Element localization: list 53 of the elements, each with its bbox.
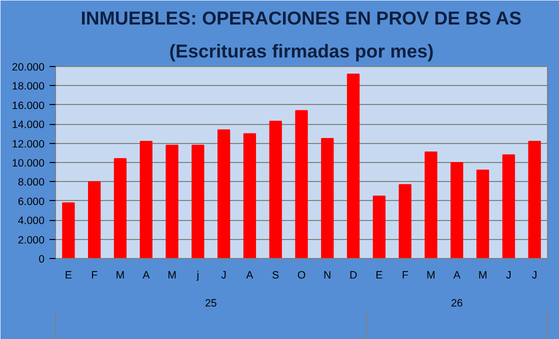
x-tick-label: A (246, 270, 254, 282)
x-tick-label: E (376, 270, 383, 282)
x-tick-label: O (297, 270, 306, 282)
x-tick-label: J (532, 270, 538, 282)
y-tick-label: 12.000 (12, 138, 45, 150)
x-tick-label: M (478, 270, 488, 282)
bar (192, 144, 204, 258)
x-tick-label: S (272, 270, 280, 282)
text: 25 (204, 298, 217, 310)
bar (528, 140, 541, 258)
x-tick-label: A (142, 270, 151, 282)
x-tick-label: M (168, 270, 176, 282)
bar (295, 110, 308, 258)
x-tick-label: F (91, 270, 98, 282)
x-tick-label: E (64, 270, 72, 282)
bar (476, 170, 490, 258)
y-tick-label: 14.000 (12, 119, 45, 132)
chart-subtitle: (Escrituras firmadas por mes) (169, 40, 434, 62)
y-tick-label: 8.000 (18, 176, 45, 189)
bar (269, 120, 282, 258)
x-tick-label: A (453, 270, 462, 282)
bar (62, 202, 75, 258)
y-tick-label: 6.000 (18, 196, 45, 208)
bar (346, 74, 360, 258)
bar (398, 184, 412, 258)
bar (217, 129, 230, 258)
bar (372, 196, 386, 258)
x-tick-label: J (221, 270, 226, 282)
y-tick-label: 4.000 (18, 215, 45, 228)
x-tick-label: J (506, 270, 512, 282)
bar (424, 151, 438, 258)
y-tick-label: 20.000 (12, 62, 45, 74)
bar (450, 162, 464, 258)
x-tick-label: M (426, 270, 436, 282)
text: 26 (450, 298, 463, 310)
bar (140, 140, 152, 258)
bar (114, 158, 127, 258)
chart-title: INMUEBLES: OPERACIONES EN PROV DE BS AS (80, 8, 522, 28)
y-tick-label: 16.000 (12, 100, 45, 112)
x-tick-label: M (116, 270, 125, 282)
x-tick-label: D (349, 270, 358, 282)
y-tick-label: 10.000 (12, 158, 45, 170)
x-tick-label: F (402, 270, 409, 282)
bar (321, 138, 334, 258)
x-tick-label: j (196, 270, 200, 282)
bar (502, 154, 515, 258)
bar (166, 144, 178, 258)
bar (243, 133, 256, 258)
y-tick-label: 18.000 (12, 80, 45, 93)
x-tick-label: N (324, 270, 332, 282)
bar (88, 181, 101, 258)
y-tick-label: 0 (38, 254, 45, 266)
y-tick-label: 2.000 (18, 234, 45, 246)
